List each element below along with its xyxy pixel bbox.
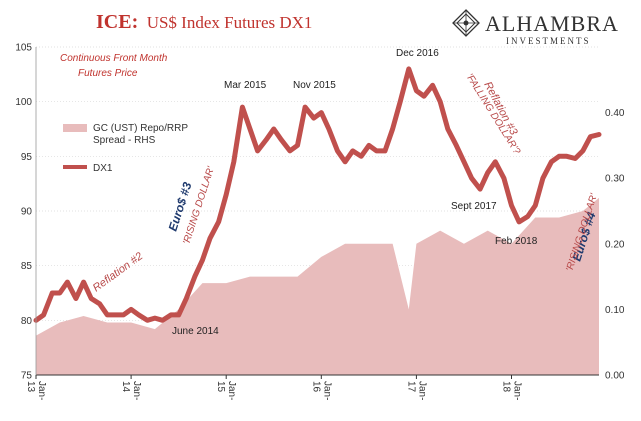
series-line-dx1 bbox=[33, 66, 602, 323]
label-nov-2015: Nov 2015 bbox=[293, 80, 336, 91]
alhambra-logo: ALHAMBRA INVESTMENTS bbox=[452, 9, 619, 46]
right-tick-label-3: 0.30 bbox=[605, 174, 625, 185]
right-tick-label-1: 0.10 bbox=[605, 305, 625, 316]
x-tick-label-5: Jan-18 bbox=[501, 381, 523, 400]
legend: GC (UST) Repo/RRP Spread - RHS DX1 bbox=[63, 123, 188, 174]
legend-label-repo-2: Spread - RHS bbox=[93, 135, 156, 146]
x-tick-label-0: Jan-13 bbox=[25, 381, 47, 400]
x-tick-label-1: Jan-14 bbox=[120, 381, 142, 400]
title-prefix: ICE: bbox=[96, 11, 138, 33]
label-dec-2016: Dec 2016 bbox=[396, 48, 439, 59]
label-june-2014: June 2014 bbox=[172, 326, 219, 337]
right-tick-label-4: 0.40 bbox=[605, 108, 625, 119]
subtitle-line-1: Continuous Front Month bbox=[60, 53, 168, 64]
left-tick-label-6: 105 bbox=[15, 43, 32, 54]
label-feb-2018: Feb 2018 bbox=[495, 236, 538, 247]
dx1-line bbox=[33, 66, 602, 323]
left-tick-label-2: 85 bbox=[21, 261, 33, 272]
x-tick-label-4: Jan-17 bbox=[405, 381, 427, 400]
left-tick-label-3: 90 bbox=[21, 207, 33, 218]
left-tick-label-0: 75 bbox=[21, 371, 33, 382]
label-sept-2017: Sept 2017 bbox=[451, 201, 497, 212]
legend-label-dx1: DX1 bbox=[93, 163, 113, 174]
series-area-repo-spread bbox=[36, 197, 599, 375]
repo-spread-area bbox=[36, 197, 599, 375]
label-mar-2015: Mar 2015 bbox=[224, 80, 267, 91]
subtitle-line-2: Futures Price bbox=[78, 68, 138, 79]
axes: 75 80 85 90 95 100 105 0.00 0.10 0.20 0.30 0.40 Jan-… bbox=[15, 43, 625, 401]
chart-title: ICE: US$ Index Futures DX1 bbox=[96, 11, 312, 33]
logo-mark-icon bbox=[452, 9, 480, 37]
legend-label-repo-1: GC (UST) Repo/RRP bbox=[93, 123, 188, 134]
left-tick-label-1: 80 bbox=[21, 316, 33, 327]
x-tick-label-2: Jan-15 bbox=[215, 381, 237, 400]
left-tick-label-4: 95 bbox=[21, 152, 33, 163]
x-tick-label-3: Jan-16 bbox=[310, 381, 332, 400]
left-tick-label-5: 100 bbox=[15, 97, 32, 108]
legend-swatch-repo bbox=[63, 124, 87, 132]
right-tick-label-2: 0.20 bbox=[605, 239, 625, 250]
logo-subtitle: INVESTMENTS bbox=[506, 36, 591, 46]
title-rest: US$ Index Futures DX1 bbox=[147, 13, 313, 32]
right-tick-label-0: 0.00 bbox=[605, 371, 625, 382]
label-reflation-2: Reflation #2 bbox=[91, 250, 146, 294]
logo-name: ALHAMBRA bbox=[485, 11, 619, 36]
